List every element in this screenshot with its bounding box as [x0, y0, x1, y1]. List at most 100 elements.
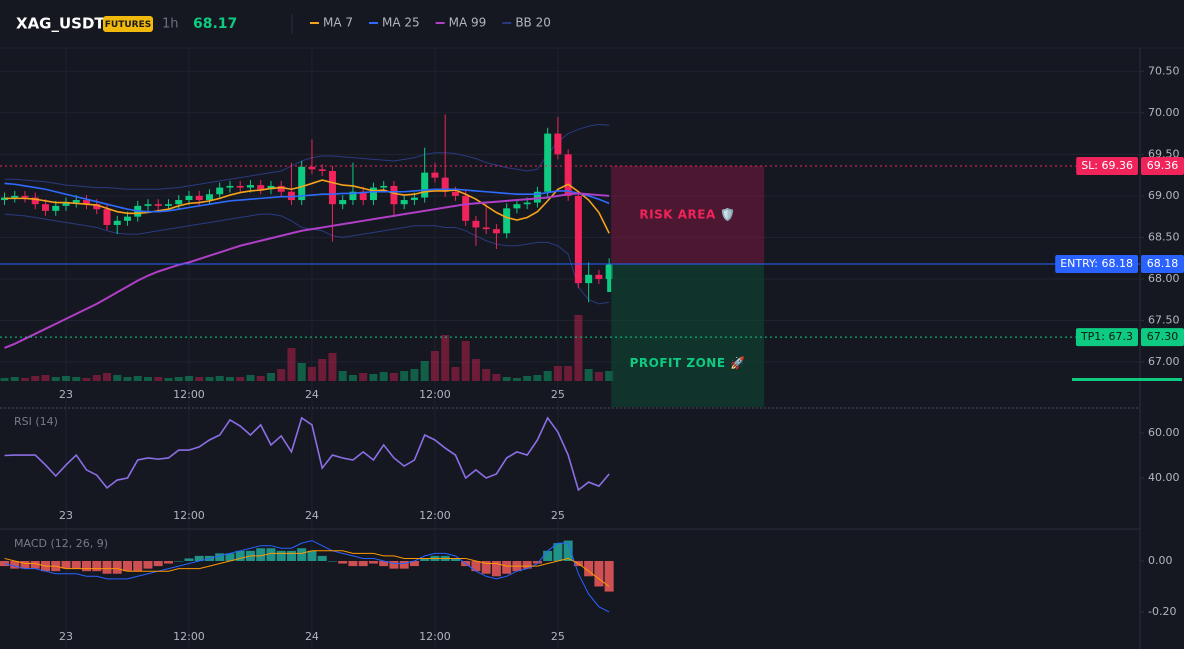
volume-bar — [410, 369, 419, 381]
volume-bar — [215, 376, 224, 381]
x-tick-label: 24 — [305, 630, 319, 643]
badge: FUTURES — [105, 20, 151, 30]
symbol: XAG_USDT — [16, 15, 105, 33]
candle-body — [267, 185, 275, 190]
ma-line — [4, 182, 610, 213]
macd-bar — [297, 548, 307, 561]
macd-bar — [225, 553, 235, 561]
candle-body — [554, 133, 562, 155]
macd-bar — [471, 560, 481, 572]
x-tick-label: 23 — [59, 630, 73, 643]
macd-bar — [420, 558, 430, 561]
candle-body — [544, 133, 552, 192]
macd-bar — [92, 560, 102, 572]
volume-bar — [533, 375, 542, 381]
volume-bar — [400, 371, 409, 381]
volume-bar — [164, 378, 173, 381]
volume-bar — [205, 377, 214, 381]
x-tick-label: 23 — [59, 388, 73, 401]
interval: 1h — [162, 17, 179, 32]
volume-bar — [236, 377, 245, 381]
price-tag — [1141, 156, 1184, 175]
candle-body — [523, 202, 531, 205]
candle-body — [287, 191, 295, 201]
volume-bar — [328, 353, 337, 381]
macd-bar — [584, 560, 594, 577]
candle-body — [410, 197, 418, 201]
candle-body — [277, 185, 285, 192]
price-tag-label: 69.36 — [1147, 159, 1179, 172]
macd-bar — [532, 560, 542, 564]
volume-bar — [143, 377, 152, 381]
volume-bar — [338, 371, 347, 381]
candle-body — [574, 195, 582, 284]
y-tick-label: 40.00 — [1148, 471, 1180, 484]
macd-bar — [143, 560, 153, 569]
candle-body — [21, 195, 29, 198]
macd-bar — [276, 550, 286, 561]
macd-bar — [153, 560, 163, 567]
volume-bar — [184, 376, 193, 381]
macd-bar — [502, 560, 512, 574]
y-tick-label: 69.00 — [1148, 189, 1180, 202]
y-tick-label: 0.00 — [1148, 554, 1173, 567]
legend-label: MA 25 — [382, 16, 420, 30]
candle-body — [103, 209, 111, 225]
volume-bar — [31, 376, 40, 381]
volume-bar — [307, 367, 316, 381]
volume-bar — [523, 376, 532, 381]
pane-title: RSI (14) — [14, 415, 58, 428]
candle-body — [93, 204, 101, 210]
volume-bar — [564, 366, 573, 381]
volume-bar — [195, 377, 204, 381]
volume-bar — [297, 363, 306, 381]
volume-bar — [451, 367, 460, 381]
candle-body — [257, 185, 265, 190]
last-price: 68.17 — [193, 16, 237, 32]
macd-bar — [163, 560, 173, 564]
macd-bar — [256, 548, 266, 561]
ma-line — [4, 179, 610, 234]
candle-body — [226, 185, 234, 188]
macd-bar — [594, 560, 604, 587]
x-tick-label: 23 — [59, 509, 73, 522]
volume-bar — [389, 373, 398, 381]
price-tag-label: 68.18 — [1147, 257, 1179, 270]
macd-bar — [30, 560, 40, 569]
candle-body — [585, 274, 593, 284]
candle-body — [349, 191, 357, 201]
x-tick-label: 25 — [551, 388, 565, 401]
volume-bar — [266, 373, 275, 381]
x-tick-label: 12:00 — [173, 388, 205, 401]
volume-bar — [154, 377, 163, 381]
volume-bar — [594, 372, 603, 381]
candle-body — [236, 185, 244, 188]
level-label: SL: 69.36 — [1081, 159, 1133, 172]
candle-body — [431, 172, 439, 178]
volume-bar — [41, 375, 50, 381]
bb-lower — [4, 213, 610, 305]
volume-bar — [51, 377, 60, 381]
candle-body — [564, 154, 572, 196]
x-tick-label: 12:00 — [173, 509, 205, 522]
macd-bar — [0, 560, 10, 567]
macd-bar — [184, 558, 194, 561]
volume-bar — [512, 378, 521, 381]
legend: MA 7 MA 25 MA 99 BB 20 — [310, 16, 551, 30]
macd-bar — [317, 555, 327, 561]
candle-body — [72, 200, 80, 203]
macd-bar — [235, 550, 245, 561]
candle-body — [52, 205, 60, 211]
volume-bar — [369, 374, 378, 381]
macd-bar — [10, 560, 20, 569]
level-tag — [1055, 255, 1138, 274]
macd-bar — [399, 560, 409, 569]
candle-body — [503, 208, 511, 234]
candle-body — [175, 200, 183, 205]
macd-bar — [20, 560, 30, 569]
candle-body — [421, 172, 429, 198]
volume-bar — [82, 378, 91, 381]
macd-bar — [491, 560, 501, 577]
legend-label: BB 20 — [515, 16, 551, 30]
volume-bar — [605, 371, 614, 381]
